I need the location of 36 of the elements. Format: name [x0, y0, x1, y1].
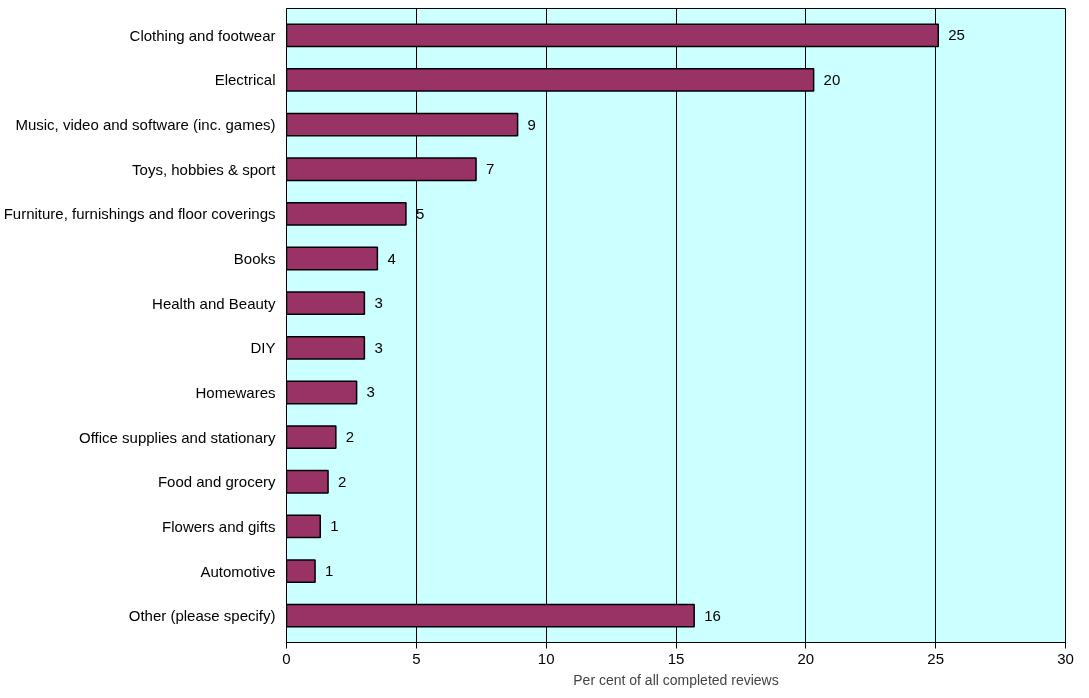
- y-tick-label: Automotive: [200, 562, 276, 580]
- x-tick-label: 30: [1057, 649, 1074, 667]
- y-tick-label: DIY: [250, 339, 276, 357]
- y-tick-label: Furniture, furnishings and floor coverings: [3, 205, 276, 223]
- y-tick-label: Food and grocery: [157, 473, 276, 491]
- y-tick-label: Electrical: [214, 71, 276, 89]
- y-tick-label: Homewares: [195, 383, 276, 401]
- y-tick-label: Other (please specify): [128, 607, 276, 625]
- y-tick-label: Health and Beauty: [152, 294, 276, 312]
- x-axis-title: Per cent of all completed reviews: [573, 671, 779, 688]
- data-label: 5: [415, 204, 425, 222]
- y-tick-label: Flowers and gifts: [162, 517, 276, 535]
- data-label: 3: [374, 338, 383, 356]
- y-tick-label: Books: [233, 250, 276, 268]
- data-label: 2: [345, 428, 355, 446]
- data-label: 4: [387, 249, 396, 267]
- data-label: 3: [366, 383, 375, 401]
- x-tick-label: 25: [927, 649, 945, 667]
- x-tick-label: 20: [797, 649, 815, 667]
- data-label: 9: [527, 115, 536, 133]
- data-label: 16: [704, 606, 721, 624]
- x-tick-label: 10: [537, 649, 555, 667]
- data-label: 20: [823, 70, 841, 88]
- x-tick-label: 15: [667, 649, 685, 667]
- data-label: 7: [486, 160, 495, 178]
- x-tick-label: 5: [412, 649, 421, 667]
- data-label: 1: [330, 517, 339, 535]
- x-tick-label: 0: [282, 649, 291, 667]
- data-label: 1: [325, 562, 334, 580]
- data-label: 25: [948, 26, 965, 44]
- data-label: 2: [338, 472, 347, 490]
- y-tick-label: Toys, hobbies & sport: [132, 160, 277, 178]
- y-tick-label: Music, video and software (inc. games): [15, 116, 276, 134]
- y-tick-label: Clothing and footwear: [129, 26, 276, 44]
- data-label: 3: [374, 294, 383, 312]
- y-tick-label: Office supplies and stationary: [79, 428, 276, 446]
